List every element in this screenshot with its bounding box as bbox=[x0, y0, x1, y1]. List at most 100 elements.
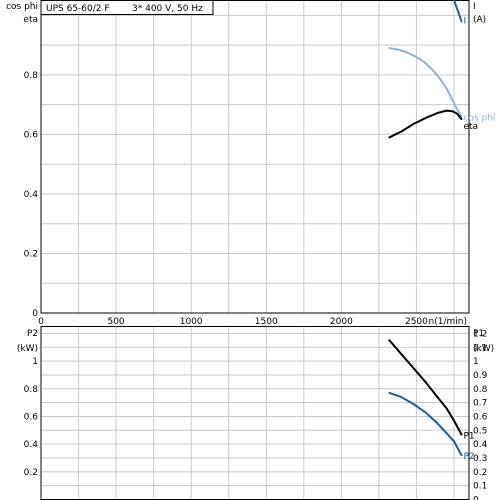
data-point-p2 bbox=[400, 396, 403, 398]
series-line-p2 bbox=[388, 391, 463, 457]
data-point-p1 bbox=[424, 381, 427, 383]
data-point-eta bbox=[436, 112, 439, 114]
x-tick-label: 2000 bbox=[330, 317, 353, 327]
right-tick-label: 0.2 bbox=[473, 468, 487, 478]
right-tick-label: 1 bbox=[473, 357, 479, 367]
y-tick-label: 0.2 bbox=[24, 249, 38, 259]
y-tick-label: 0.4 bbox=[24, 190, 39, 200]
y-tick-label: 0.2 bbox=[24, 468, 38, 478]
data-point-eta bbox=[412, 123, 415, 125]
data-point-eta bbox=[456, 112, 458, 115]
x-tick-label: 1500 bbox=[255, 317, 278, 327]
series-label-p2: P2 bbox=[463, 452, 474, 462]
top-y-ticks: 0 0.2 0.4 0.6 0.8 bbox=[24, 71, 39, 319]
data-point-i bbox=[460, 20, 463, 22]
data-point-cos-phi bbox=[415, 56, 418, 58]
y-tick-label: 0.6 bbox=[24, 412, 39, 422]
data-point-cos-phi bbox=[460, 115, 463, 118]
data-point-p1 bbox=[436, 396, 439, 398]
data-point-eta bbox=[424, 117, 427, 119]
data-point-eta bbox=[460, 118, 463, 120]
top-panel: UPS 65-60/2 F 3* 400 V, 50 Hz cos phi et… bbox=[6, 0, 495, 327]
data-point-p2 bbox=[453, 440, 455, 442]
data-point-p1 bbox=[412, 367, 415, 369]
y-tick-label: 0.4 bbox=[24, 440, 39, 450]
data-point-cos-phi bbox=[439, 78, 442, 80]
data-point-cos-phi bbox=[451, 99, 454, 101]
chart-subtitle: 3* 400 V, 50 Hz bbox=[132, 4, 203, 14]
y-label-current: I bbox=[473, 2, 476, 12]
bottom-right-ticks: 0 0.1 0.2 0.3 0.4 0.5 0.6 0.7 0.8 0.9 1 1.1 1.2 bbox=[473, 329, 488, 500]
right-tick-label: 0 bbox=[473, 496, 479, 500]
bottom-grid bbox=[41, 326, 469, 500]
x-tick-label: 2500 bbox=[405, 317, 428, 327]
data-point-eta bbox=[451, 110, 454, 112]
data-point-cos-phi bbox=[424, 62, 427, 64]
right-tick-label: 0.6 bbox=[473, 412, 488, 422]
bottom-panel: P2 (kW) P1 (kW) 0.2 0.4 0.6 0.8 1 0 0.1 0.2 0.3… bbox=[17, 326, 494, 500]
data-point-p2 bbox=[424, 411, 427, 413]
right-tick-label: 0.5 bbox=[473, 426, 487, 436]
y-tick-label: 0.6 bbox=[24, 130, 39, 140]
right-tick-label: 0.1 bbox=[473, 482, 487, 492]
top-grid bbox=[41, 0, 469, 313]
data-point-p2 bbox=[460, 454, 463, 456]
right-tick-label: 1.2 bbox=[473, 329, 487, 339]
series-line-i bbox=[453, 0, 463, 23]
right-tick-label: 1.1 bbox=[473, 343, 487, 353]
data-point-cos-phi bbox=[456, 108, 458, 110]
top-plot-frame bbox=[40, 0, 470, 314]
data-point-i bbox=[453, 0, 455, 1]
data-point-cos-phi bbox=[397, 49, 400, 51]
series-line-cos-phi bbox=[388, 47, 463, 118]
y-label-current-unit: (A) bbox=[473, 15, 486, 25]
data-point-p2 bbox=[445, 432, 448, 434]
data-point-cos-phi bbox=[406, 51, 409, 54]
data-point-eta bbox=[445, 110, 448, 112]
top-x-ticks: 0 500 1000 1500 2000 2500 bbox=[38, 317, 428, 327]
series-label-cos-phi: cos phi bbox=[463, 114, 495, 124]
bottom-series: P1 P2 bbox=[388, 339, 475, 462]
chart-title: UPS 65-60/2 F bbox=[46, 4, 110, 14]
y-tick-label: 1 bbox=[32, 357, 38, 367]
data-point-p1 bbox=[388, 339, 391, 341]
data-point-p2 bbox=[388, 392, 391, 394]
bottom-y-ticks: 0.2 0.4 0.6 0.8 1 bbox=[24, 357, 39, 478]
data-point-p1 bbox=[460, 433, 463, 436]
right-tick-label: 0.3 bbox=[473, 454, 487, 464]
bottom-plot-frame bbox=[40, 326, 470, 500]
x-tick-label: 1000 bbox=[180, 317, 203, 327]
y-label-p1-unit: (kW) bbox=[473, 344, 494, 354]
series-label-p1: P1 bbox=[463, 431, 474, 441]
data-point-p2 bbox=[412, 403, 415, 405]
y-tick-label: 0.8 bbox=[24, 385, 39, 395]
y-tick-label: 0 bbox=[32, 309, 38, 319]
data-point-p1 bbox=[400, 353, 403, 355]
series-label-i: I bbox=[463, 16, 466, 26]
series-label-eta: eta bbox=[463, 122, 478, 132]
series-line-p1 bbox=[388, 339, 463, 436]
data-point-p2 bbox=[436, 422, 439, 424]
y-tick-label: 0.8 bbox=[24, 71, 39, 81]
data-point-cos-phi bbox=[388, 47, 391, 49]
data-point-cos-phi bbox=[445, 87, 448, 89]
data-point-p1 bbox=[445, 407, 448, 409]
y-label-cos-phi: cos phi bbox=[6, 2, 38, 12]
right-tick-label: 0.7 bbox=[473, 399, 487, 409]
title-box bbox=[40, 0, 214, 15]
y-label-p2: P2 bbox=[27, 329, 38, 339]
right-tick-label: 0.4 bbox=[473, 440, 488, 450]
data-point-eta bbox=[388, 136, 391, 139]
x-tick-label: 0 bbox=[38, 317, 44, 327]
y-label-eta: eta bbox=[23, 15, 38, 25]
y-label-p1: P1 bbox=[473, 329, 484, 339]
series-line-eta bbox=[388, 109, 463, 139]
y-label-p2-unit: (kW) bbox=[17, 344, 38, 354]
x-axis-label: n(1/min) bbox=[429, 317, 467, 327]
right-tick-label: 0.9 bbox=[473, 371, 488, 381]
data-point-cos-phi bbox=[432, 69, 434, 72]
x-tick-label: 500 bbox=[107, 317, 124, 327]
data-point-eta bbox=[400, 130, 403, 133]
